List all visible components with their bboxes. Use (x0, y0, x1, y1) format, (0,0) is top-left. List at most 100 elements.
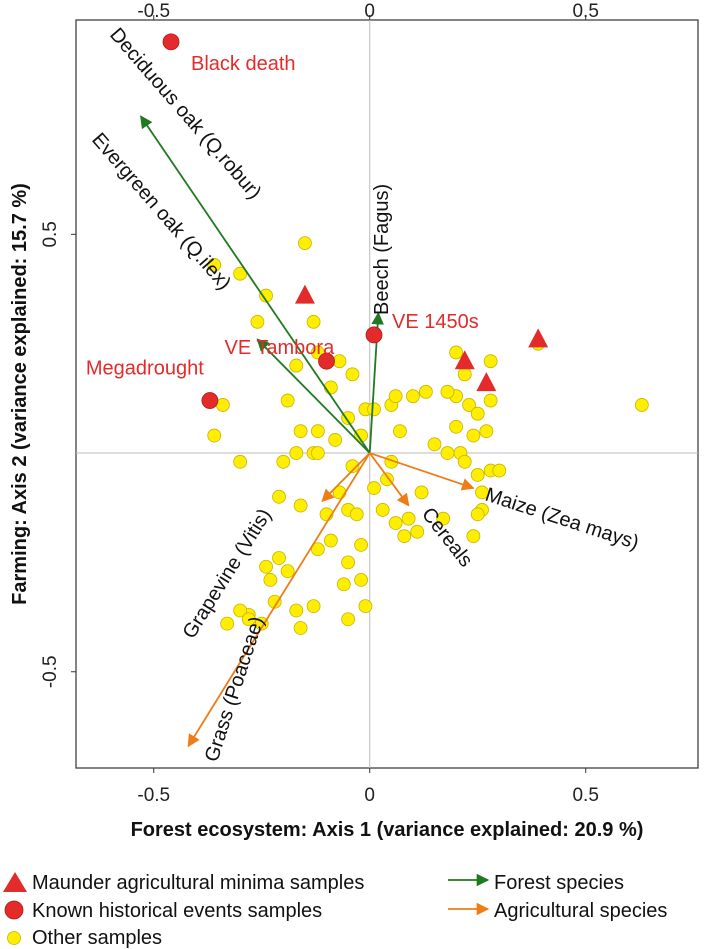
other-sample-point (388, 389, 403, 404)
other-sample-point (470, 468, 485, 482)
other-sample-point (367, 402, 381, 417)
x-tick-label-bottom: -0.5 (137, 785, 170, 806)
other-sample-point (483, 393, 498, 408)
other-sample-point (634, 398, 649, 412)
forest-vector-arrow (256, 338, 371, 454)
vector-label: Beech (Fagus) (371, 184, 393, 315)
maunder-sample-triangle (476, 372, 497, 392)
other-sample-point (436, 511, 451, 526)
historical-event-point (365, 326, 383, 344)
other-sample-point (397, 529, 412, 544)
forest-vector-arrow (140, 115, 371, 454)
other-sample-point (406, 389, 420, 404)
other-sample-point (418, 384, 433, 399)
x-tick-label-top: 0 (364, 1, 375, 22)
other-sample-point (233, 603, 248, 618)
y-tick-label: 0.5 (40, 221, 61, 247)
historical-event-label: VE Tambora (225, 337, 336, 359)
other-sample-point (328, 433, 343, 447)
other-sample-point (336, 577, 351, 592)
y-tick-label: -0.5 (40, 655, 61, 688)
other-sample-point (341, 612, 356, 627)
vector-label: Grass (Poaceae) (201, 614, 269, 765)
other-sample-point (323, 533, 338, 548)
other-sample-point (354, 538, 368, 552)
agricultural-vector-arrow (368, 452, 410, 507)
other-sample-point (298, 236, 312, 250)
other-sample-point (341, 555, 356, 570)
x-tick-label-bottom: 0.5 (572, 785, 598, 806)
other-sample-point (427, 437, 442, 452)
other-sample-point (293, 621, 308, 635)
plot-frame (75, 19, 699, 769)
historical-event-label: Megadrought (86, 358, 204, 380)
other-sample-point (457, 454, 472, 469)
historical-events: Black death VE Tambora VE 1450s Megadrought (86, 33, 479, 409)
legend-yellow-circle-icon (7, 931, 21, 945)
other-sample-point (483, 354, 498, 369)
other-sample-point (233, 454, 248, 469)
other-sample-point (475, 485, 489, 500)
other-sample-point (215, 398, 230, 412)
other-sample-point (263, 573, 278, 587)
legend-label-other: Other samples (32, 927, 162, 949)
other-sample-point (272, 551, 286, 565)
maunder-samples (294, 284, 549, 392)
other-sample-point (440, 384, 455, 399)
y-axis-title: Farming: Axis 2 (variance explained: 15.… (9, 183, 31, 605)
maunder-sample-triangle (528, 328, 549, 348)
other-sample-point (354, 428, 368, 443)
species-vectors: Deciduous oak (Q.robur)Evergreen oak (Q.… (87, 24, 641, 765)
legend-label-events: Known historical events samples (32, 900, 322, 922)
other-sample-point (310, 446, 325, 460)
legend-label-forest: Forest species (494, 872, 624, 894)
legend-item-other: Other samples (7, 927, 162, 949)
historical-event-label: Black death (191, 53, 296, 75)
other-sample-point (462, 398, 476, 412)
historical-event-point (201, 392, 219, 409)
maunder-sample-triangle (294, 284, 315, 304)
other-sample-point (349, 507, 364, 522)
other-sample-point (250, 314, 265, 329)
other-sample-point (410, 524, 425, 539)
other-sample-point (254, 616, 269, 631)
other-sample-point (345, 459, 360, 474)
other-sample-point (241, 612, 256, 627)
other-sample-point (280, 393, 295, 408)
other-sample-point (276, 454, 291, 469)
vector-label: Maize (Zea mays) (482, 484, 641, 554)
other-samples (207, 236, 649, 635)
legend-red-circle-icon (4, 900, 24, 920)
legend: Maunder agricultural minima samples Know… (3, 872, 667, 949)
other-sample-point (470, 406, 485, 421)
other-sample-point (388, 516, 403, 530)
legend-item-maunder: Maunder agricultural minima samples (3, 872, 364, 894)
other-sample-point (220, 616, 235, 631)
other-sample-point (207, 428, 222, 443)
other-sample-point (449, 345, 464, 360)
other-sample-point (306, 314, 321, 329)
maunder-sample-triangle (454, 350, 475, 370)
other-sample-point (375, 503, 390, 517)
other-sample-point (289, 358, 304, 373)
x-tick-label-top: 0.5 (572, 1, 598, 22)
other-sample-point (457, 367, 472, 382)
other-sample-point (341, 411, 356, 425)
x-tick-label-top: -0.5 (137, 1, 170, 22)
other-sample-point (272, 489, 286, 504)
agricultural-vector-arrow (187, 452, 371, 748)
legend-triangle-icon (3, 872, 27, 892)
other-sample-point (293, 424, 308, 439)
other-sample-point (289, 446, 304, 460)
other-sample-point (367, 481, 381, 495)
other-sample-point (293, 498, 308, 513)
other-sample-point (259, 559, 273, 574)
other-sample-point (440, 446, 455, 460)
other-sample-point (492, 463, 507, 478)
other-sample-point (449, 419, 464, 434)
legend-item-events: Known historical events samples (4, 900, 322, 922)
other-sample-point (289, 603, 304, 618)
other-sample-point (354, 573, 368, 587)
other-sample-point (280, 564, 295, 579)
